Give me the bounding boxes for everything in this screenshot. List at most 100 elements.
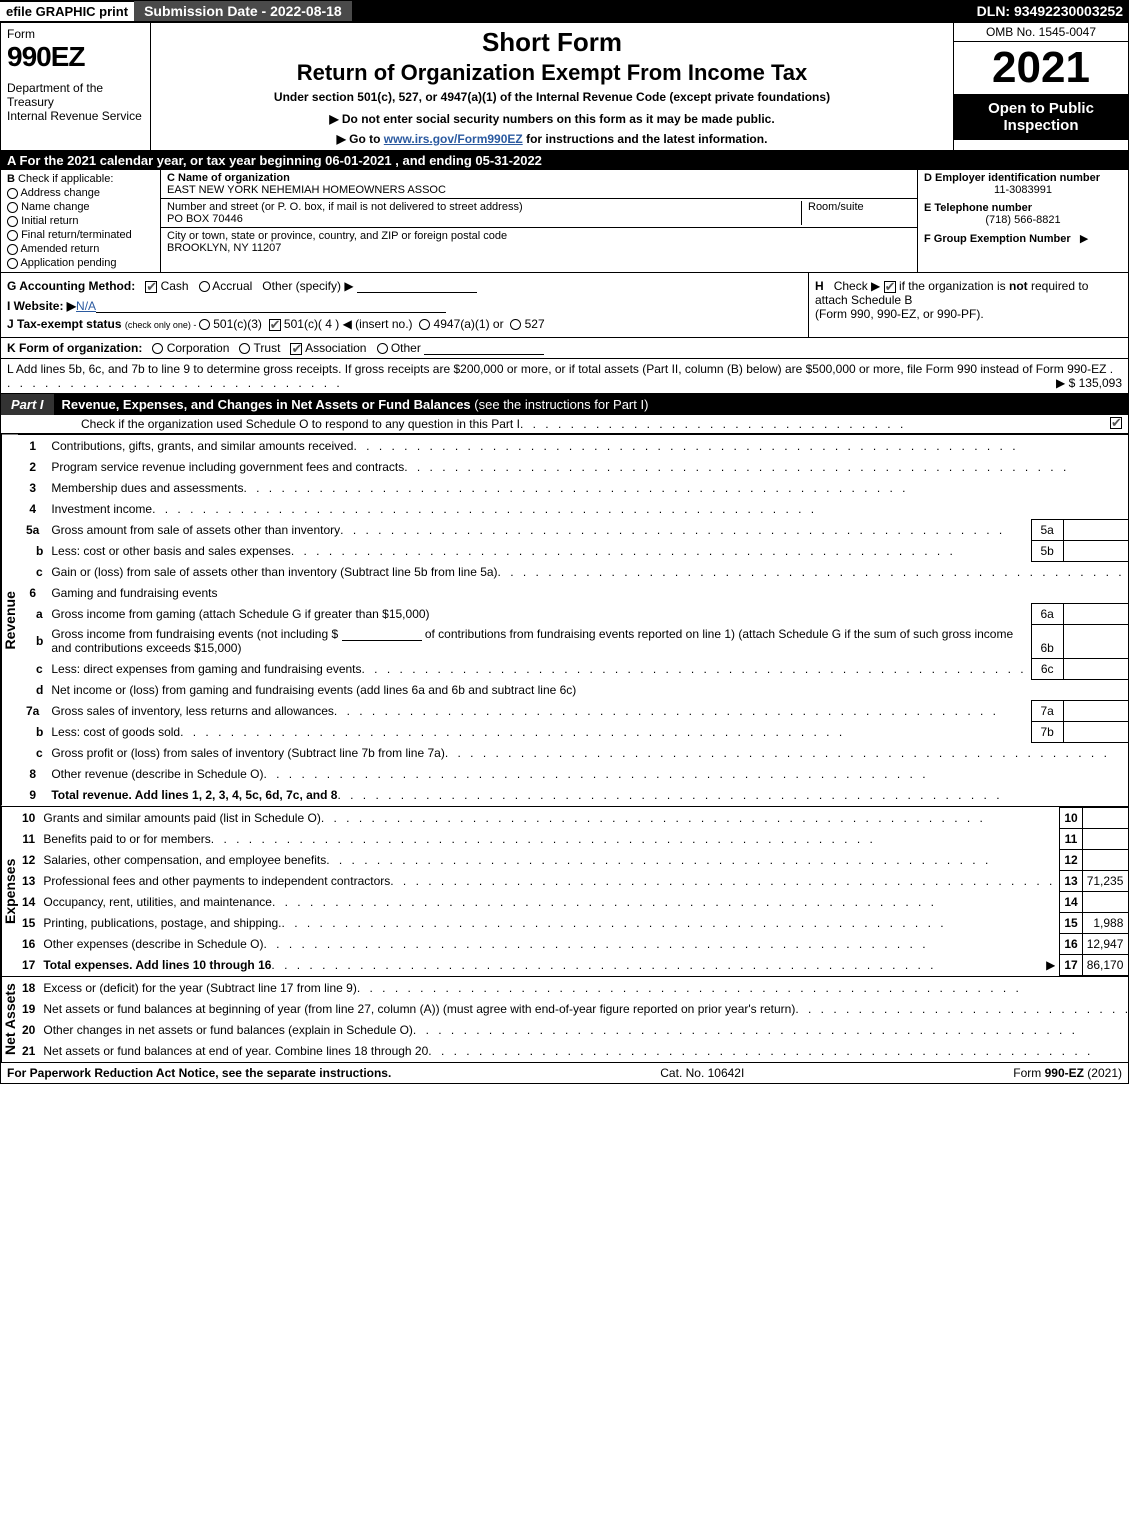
l4-num: 4: [18, 499, 47, 520]
line-6c: c Less: direct expenses from gaming and …: [18, 658, 1129, 679]
l7b-desc: Less: cost of goods sold: [51, 725, 180, 739]
g-accrual: Accrual: [212, 279, 252, 293]
l1-desc: Contributions, gifts, grants, and simila…: [51, 439, 353, 453]
l-text: L Add lines 5b, 6c, and 7b to line 9 to …: [7, 362, 1106, 376]
l5b-in-v: 0: [1063, 541, 1129, 562]
k-assoc: Association: [305, 341, 366, 355]
opt-name-change: Name change: [21, 201, 90, 213]
chk-corp[interactable]: [152, 343, 163, 354]
chk-amended-return[interactable]: [7, 244, 18, 255]
part-i-title-text: Revenue, Expenses, and Changes in Net As…: [62, 397, 471, 412]
footer-right-pre: Form: [1013, 1066, 1044, 1080]
website-link[interactable]: N/A: [76, 299, 96, 313]
opt-amended-return: Amended return: [20, 243, 99, 255]
chk-501c[interactable]: [269, 319, 281, 331]
chk-cash[interactable]: [145, 281, 157, 293]
irs-link[interactable]: www.irs.gov/Form990EZ: [384, 132, 523, 146]
l6b-blank[interactable]: [342, 629, 422, 641]
j-o4: 527: [525, 317, 545, 331]
chk-h[interactable]: [884, 281, 896, 293]
open-to-public: Open to Public Inspection: [954, 94, 1128, 140]
chk-accrual[interactable]: [199, 281, 210, 292]
chk-initial-return[interactable]: [7, 216, 18, 227]
line-7a: 7a Gross sales of inventory, less return…: [18, 700, 1129, 721]
line-6d: d Net income or (loss) from gaming and f…: [18, 679, 1129, 700]
l13-rv: 71,235: [1082, 870, 1129, 891]
row-a: A For the 2021 calendar year, or tax yea…: [1, 151, 1128, 170]
l1-num: 1: [18, 436, 47, 457]
chk-final-return[interactable]: [7, 230, 18, 241]
g-cash: Cash: [161, 279, 189, 293]
l9-num: 9: [18, 784, 47, 805]
l13-rn: 13: [1060, 870, 1082, 891]
l13-num: 13: [18, 870, 39, 891]
f-group-lbl: F Group Exemption Number: [924, 233, 1071, 245]
l10-rn: 10: [1060, 807, 1082, 828]
l7a-in-n: 7a: [1031, 700, 1063, 721]
l12-rn: 12: [1060, 849, 1082, 870]
chk-527[interactable]: [510, 319, 521, 330]
c-city-val: BROOKLYN, NY 11207: [167, 242, 911, 254]
do-not-enter: ▶ Do not enter social security numbers o…: [157, 112, 947, 126]
l18-desc: Excess or (deficit) for the year (Subtra…: [43, 981, 356, 995]
l2-desc: Program service revenue including govern…: [51, 460, 404, 474]
l5a-num: 5a: [18, 520, 47, 541]
l6d-num: d: [18, 679, 47, 700]
i-line: I Website: ▶N/A: [7, 299, 802, 313]
c-name-val: EAST NEW YORK NEHEMIAH HOMEOWNERS ASSOC: [167, 184, 911, 196]
l6a-num: a: [18, 603, 47, 624]
expenses-side-label: Expenses: [1, 807, 18, 976]
revenue-table: 1 Contributions, gifts, grants, and simi…: [18, 435, 1129, 806]
main-title: Return of Organization Exempt From Incom…: [157, 60, 947, 86]
l7c-num: c: [18, 742, 47, 763]
chk-address-change[interactable]: [7, 188, 18, 199]
line-15: 15 Printing, publications, postage, and …: [18, 912, 1129, 933]
header-right: OMB No. 1545-0047 2021 Open to Public In…: [953, 23, 1128, 150]
row-l: L Add lines 5b, 6c, and 7b to line 9 to …: [1, 359, 1128, 394]
header-left: Form 990EZ Department of the Treasury In…: [1, 23, 151, 150]
chk-assoc[interactable]: [290, 343, 302, 355]
part-i-check-line: Check if the organization used Schedule …: [1, 415, 1128, 434]
expenses-section: Expenses 10 Grants and similar amounts p…: [1, 806, 1128, 976]
l3-desc: Membership dues and assessments: [51, 481, 243, 495]
chk-name-change[interactable]: [7, 202, 18, 213]
line-5c: c Gain or (loss) from sale of assets oth…: [18, 562, 1129, 583]
line-7b: b Less: cost of goods sold 7b 0: [18, 721, 1129, 742]
l6c-desc: Less: direct expenses from gaming and fu…: [51, 662, 361, 676]
l11-desc: Benefits paid to or for members: [43, 832, 210, 846]
line-3: 3 Membership dues and assessments 3 106,…: [18, 478, 1129, 499]
short-form-title: Short Form: [157, 27, 947, 58]
g-other: Other (specify) ▶: [262, 279, 353, 293]
l-amount: ▶ $ 135,093: [1056, 376, 1122, 390]
part-i-header: Part I Revenue, Expenses, and Changes in…: [1, 394, 1128, 415]
efile-label: efile GRAPHIC print: [0, 2, 134, 21]
col-b: B Check if applicable: Address change Na…: [1, 170, 161, 272]
chk-schedule-o[interactable]: [1110, 417, 1122, 429]
l14-desc: Occupancy, rent, utilities, and maintena…: [43, 895, 272, 909]
chk-501c3[interactable]: [199, 319, 210, 330]
chk-trust[interactable]: [239, 343, 250, 354]
part-i-sub: (see the instructions for Part I): [474, 397, 648, 412]
chk-application-pending[interactable]: [7, 258, 18, 269]
col-gij: G Accounting Method: Cash Accrual Other …: [1, 273, 808, 337]
j-line: J Tax-exempt status (check only one) - 5…: [7, 317, 802, 331]
chk-other-org[interactable]: [377, 343, 388, 354]
l19-desc: Net assets or fund balances at beginning…: [43, 1002, 795, 1016]
l6b-num: b: [18, 624, 47, 658]
opt-application-pending: Application pending: [20, 257, 116, 269]
dots: [353, 439, 1129, 453]
k-other-blank[interactable]: [424, 343, 544, 355]
netassets-section: Net Assets 18 Excess or (deficit) for th…: [1, 976, 1128, 1062]
line-21: 21 Net assets or fund balances at end of…: [18, 1040, 1129, 1061]
footer-left: For Paperwork Reduction Act Notice, see …: [7, 1066, 391, 1080]
l20-desc: Other changes in net assets or fund bala…: [43, 1023, 413, 1037]
l17-desc: Total expenses. Add lines 10 through 16: [43, 958, 271, 972]
g-other-blank[interactable]: [357, 281, 477, 293]
l20-num: 20: [18, 1019, 39, 1040]
opt-address-change: Address change: [20, 187, 100, 199]
chk-4947[interactable]: [419, 319, 430, 330]
l7b-in-v: 0: [1063, 721, 1129, 742]
k-label: K Form of organization:: [7, 341, 142, 355]
h-text1: Check ▶: [834, 279, 881, 293]
l5c-desc: Gain or (loss) from sale of assets other…: [51, 565, 497, 579]
